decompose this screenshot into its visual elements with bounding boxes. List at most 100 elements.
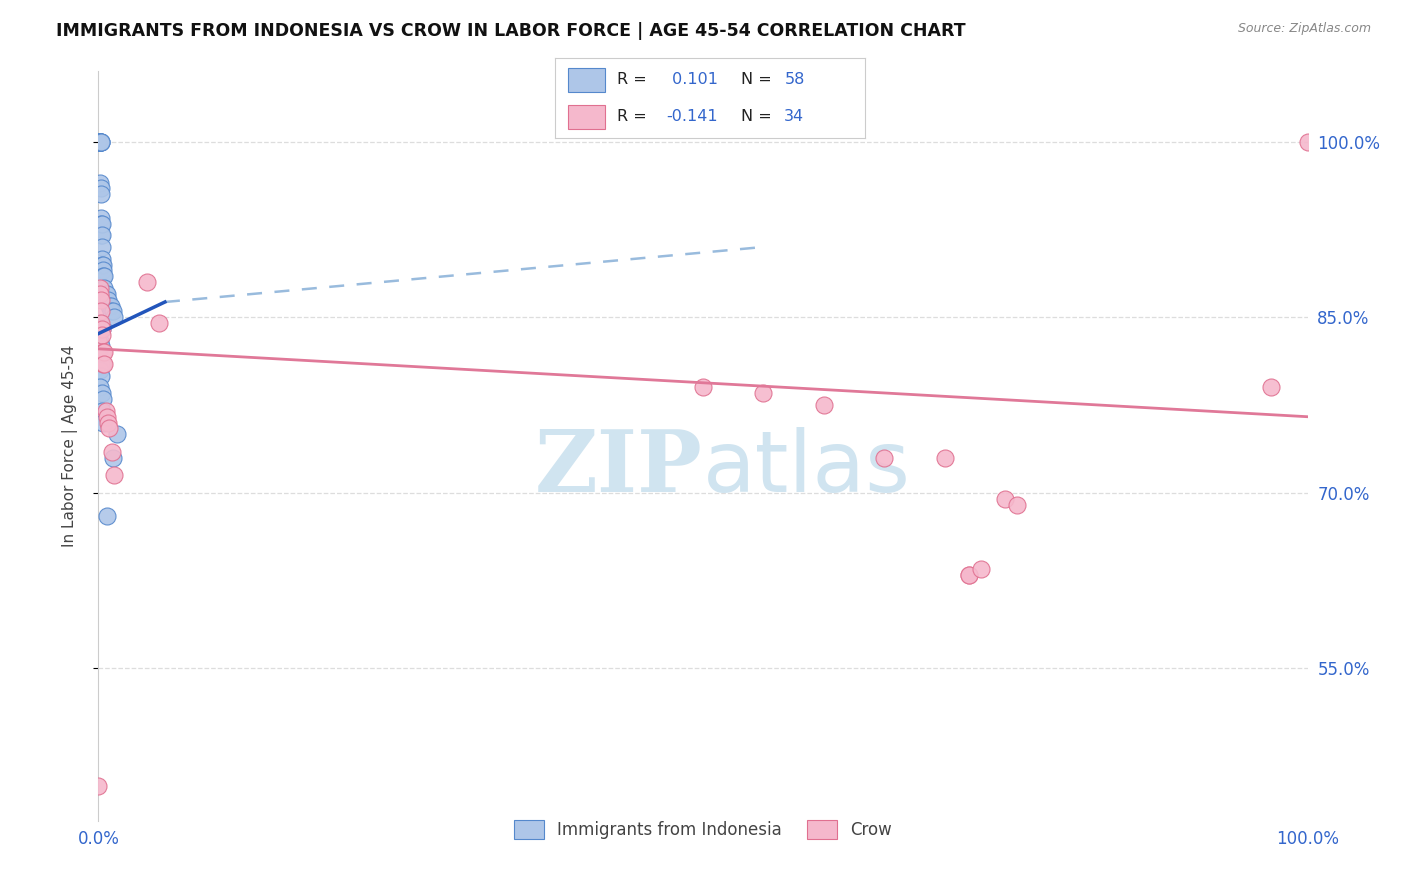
Point	[1260, 380, 1282, 394]
Point	[87, 135, 110, 149]
Text: 58: 58	[785, 72, 804, 87]
Point	[93, 281, 115, 295]
Point	[934, 450, 956, 465]
Point	[90, 316, 112, 330]
Point	[91, 404, 114, 418]
Point	[91, 322, 114, 336]
Point	[90, 293, 112, 307]
Text: 34: 34	[785, 109, 804, 124]
Point	[89, 135, 111, 149]
Point	[94, 286, 117, 301]
Point	[89, 357, 111, 371]
Point	[87, 334, 110, 348]
Point	[100, 299, 122, 313]
Point	[96, 509, 118, 524]
Point	[957, 567, 980, 582]
Point	[873, 450, 896, 465]
Point	[90, 357, 112, 371]
Point	[91, 386, 114, 401]
Point	[90, 211, 112, 225]
Point	[91, 392, 114, 407]
Point	[752, 386, 775, 401]
Point	[957, 567, 980, 582]
Point	[96, 286, 118, 301]
Point	[89, 286, 111, 301]
Point	[87, 779, 110, 793]
Point	[100, 445, 122, 459]
Point	[970, 562, 993, 576]
Point	[91, 240, 114, 254]
Point	[90, 322, 112, 336]
Point	[93, 269, 115, 284]
Point	[89, 351, 111, 366]
Text: Source: ZipAtlas.com: Source: ZipAtlas.com	[1237, 22, 1371, 36]
Point	[90, 187, 112, 202]
Point	[89, 135, 111, 149]
Point	[87, 135, 110, 149]
Text: R =: R =	[617, 109, 652, 124]
Point	[89, 363, 111, 377]
Point	[100, 304, 122, 318]
Text: -0.141: -0.141	[666, 109, 718, 124]
Point	[90, 228, 112, 243]
Point	[692, 380, 714, 394]
Point	[93, 357, 115, 371]
Point	[91, 252, 114, 266]
Point	[89, 316, 111, 330]
Point	[105, 427, 128, 442]
Point	[91, 357, 114, 371]
Point	[91, 228, 114, 243]
Point	[93, 345, 115, 359]
Point	[89, 281, 111, 295]
Point	[91, 322, 114, 336]
Text: N =: N =	[741, 109, 778, 124]
Text: IMMIGRANTS FROM INDONESIA VS CROW IN LABOR FORCE | AGE 45-54 CORRELATION CHART: IMMIGRANTS FROM INDONESIA VS CROW IN LAB…	[56, 22, 966, 40]
Point	[1007, 498, 1029, 512]
Point	[101, 304, 124, 318]
Point	[1296, 135, 1319, 149]
Point	[87, 327, 110, 342]
Point	[148, 316, 170, 330]
Point	[91, 416, 114, 430]
Point	[89, 322, 111, 336]
FancyBboxPatch shape	[568, 68, 605, 92]
Point	[89, 135, 111, 149]
Point	[87, 345, 110, 359]
Point	[98, 421, 121, 435]
Text: R =: R =	[617, 72, 652, 87]
Point	[89, 135, 111, 149]
Point	[91, 269, 114, 284]
Text: ZIP: ZIP	[536, 426, 703, 510]
Point	[813, 398, 835, 412]
Point	[96, 409, 118, 424]
Point	[101, 450, 124, 465]
Point	[97, 416, 120, 430]
Point	[90, 304, 112, 318]
Point	[90, 339, 112, 353]
Point	[91, 263, 114, 277]
FancyBboxPatch shape	[568, 104, 605, 128]
Point	[87, 316, 110, 330]
Text: 0.101: 0.101	[666, 72, 717, 87]
Point	[89, 135, 111, 149]
Point	[90, 135, 112, 149]
Point	[90, 135, 112, 149]
Point	[103, 310, 125, 325]
Point	[91, 217, 114, 231]
Point	[97, 293, 120, 307]
Point	[994, 491, 1017, 506]
Point	[89, 380, 111, 394]
Point	[91, 327, 114, 342]
Point	[91, 258, 114, 272]
Point	[90, 181, 112, 195]
Legend: Immigrants from Indonesia, Crow: Immigrants from Indonesia, Crow	[508, 814, 898, 846]
Point	[90, 135, 112, 149]
Point	[89, 135, 111, 149]
Point	[89, 334, 111, 348]
Point	[89, 176, 111, 190]
Text: atlas: atlas	[703, 427, 911, 510]
Point	[90, 217, 112, 231]
Y-axis label: In Labor Force | Age 45-54: In Labor Force | Age 45-54	[62, 345, 77, 547]
Point	[94, 404, 117, 418]
Point	[98, 299, 121, 313]
